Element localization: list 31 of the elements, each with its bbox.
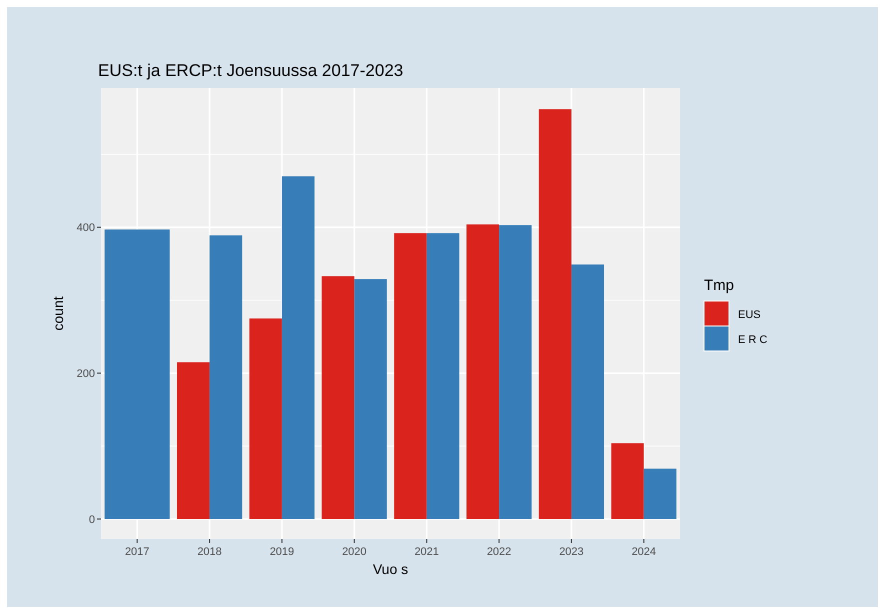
legend-label: EUS xyxy=(738,308,761,321)
bar xyxy=(644,468,676,520)
x-tick-label: 2019 xyxy=(270,546,294,558)
bar xyxy=(322,276,354,520)
x-axis-title: Vuo s xyxy=(372,561,408,577)
x-tick-label: 2022 xyxy=(486,546,512,558)
x-tick-label: 2020 xyxy=(342,546,367,558)
legend-title: Tmp xyxy=(704,277,734,294)
bar xyxy=(538,109,572,520)
bar xyxy=(611,443,644,520)
legend-label: E R C xyxy=(738,334,768,346)
bar xyxy=(249,318,282,520)
bar xyxy=(426,233,460,520)
y-tick-label: 200 xyxy=(76,368,95,380)
bar xyxy=(210,235,242,520)
y-tick-label: 0 xyxy=(88,514,95,526)
bar xyxy=(499,225,532,520)
y-tick-label: 400 xyxy=(76,222,95,234)
x-tick-label: 2017 xyxy=(124,546,150,558)
bar xyxy=(282,176,315,520)
bar xyxy=(354,279,387,520)
bar xyxy=(394,233,427,520)
x-tick-label: 2023 xyxy=(559,546,584,558)
bar xyxy=(466,224,500,520)
x-tick-label: 2024 xyxy=(632,546,656,558)
bar xyxy=(571,264,604,520)
y-axis-title: count xyxy=(50,296,66,331)
chart-title: EUS:t ja ERCP:t Joensuussa 2017-2023 xyxy=(98,61,404,80)
x-tick-label: 2021 xyxy=(414,546,439,558)
bar xyxy=(176,362,210,520)
x-tick-label: 2018 xyxy=(197,546,222,558)
